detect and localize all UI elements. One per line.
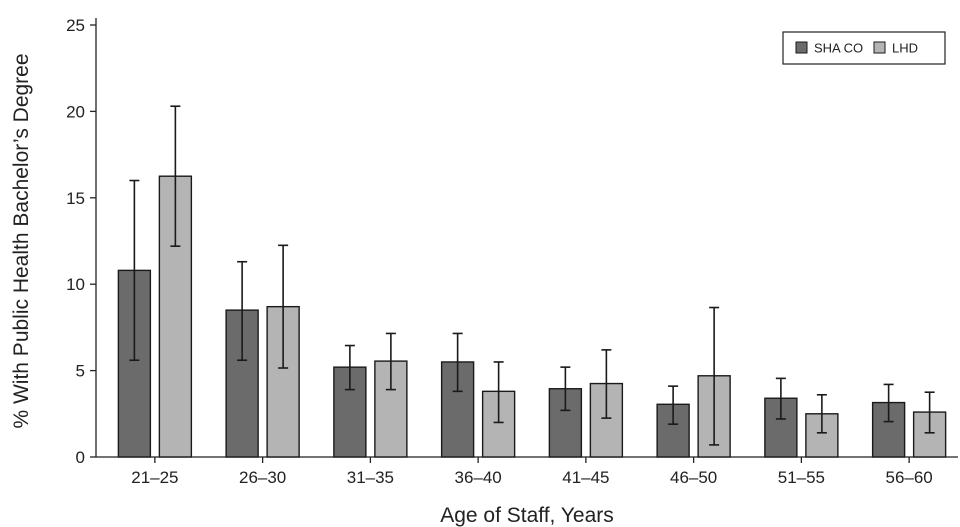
y-tick-label: 0 [76, 448, 85, 467]
bar-sha-co [225, 309, 259, 458]
y-tick-label: 5 [76, 362, 85, 381]
x-axis-title: Age of Staff, Years [440, 504, 614, 527]
legend-swatch-sha-co [795, 41, 808, 54]
error-bars [129, 105, 935, 446]
legend-box [782, 31, 946, 65]
y-tick-label: 15 [66, 189, 85, 208]
y-tick-label: 20 [66, 102, 85, 121]
x-tick-label: 26–30 [239, 468, 286, 487]
x-tick-label: 31–35 [347, 468, 394, 487]
x-axis: 21–25 26–30 31–35 36–40 41–45 46–50 51–55 56–60 [96, 456, 958, 487]
legend-label-lhd: LHD [892, 41, 918, 56]
x-tick-label: 56–60 [885, 468, 932, 487]
x-tick-label: 41–45 [562, 468, 609, 487]
x-tick-label: 21–25 [131, 468, 178, 487]
legend-swatch-lhd [873, 41, 886, 54]
legend: SHA CO LHD [782, 31, 946, 65]
legend-label-sha-co: SHA CO [814, 41, 863, 56]
x-tick-label: 46–50 [670, 468, 717, 487]
y-tick-label: 25 [66, 16, 85, 35]
y-tick-label: 10 [66, 275, 85, 294]
x-tick-label: 51–55 [778, 468, 825, 487]
bar-sha-co [117, 269, 152, 458]
y-axis: 0 5 10 15 20 25 [66, 16, 97, 467]
x-tick-label: 36–40 [454, 468, 501, 487]
y-axis-title: % With Public Health Bachelor’s Degree [10, 53, 33, 428]
